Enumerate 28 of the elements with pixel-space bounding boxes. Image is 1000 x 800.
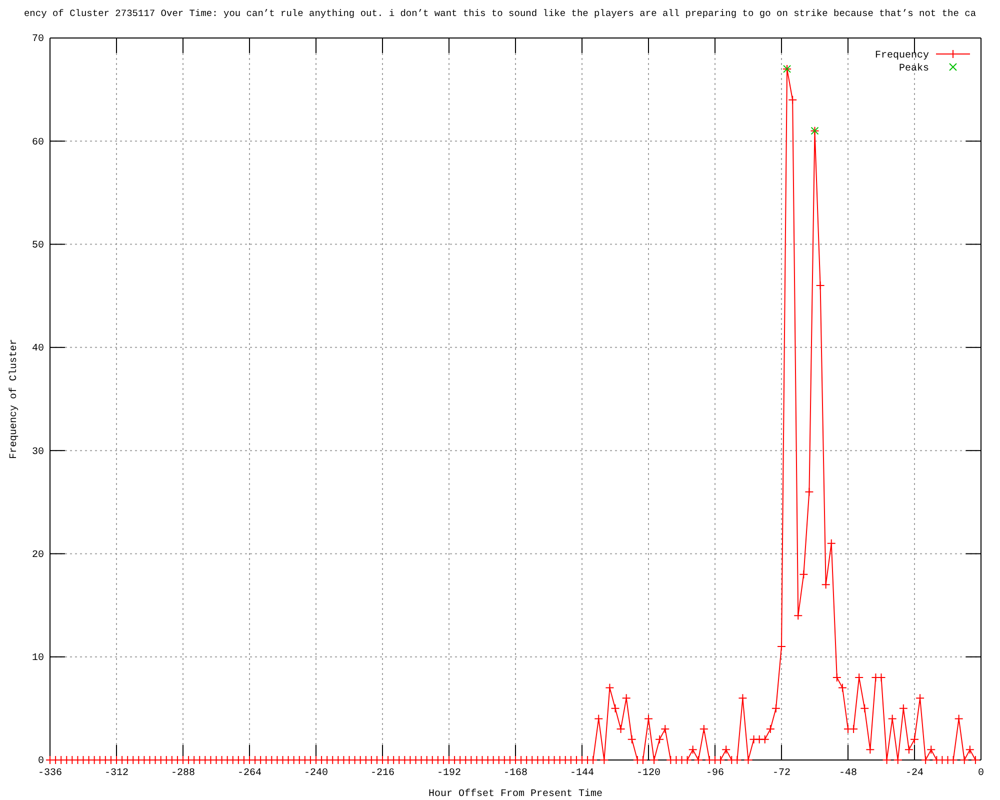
y-tick-label: 20	[32, 550, 44, 561]
chart-title: ency of Cluster 2735117 Over Time: you can’t rule anything out. i don’t want this to sound like the players are all preparing to go on strike because that’s not the ca	[24, 8, 976, 19]
x-tick-label: -192	[436, 768, 462, 780]
x-tick-label: -48	[838, 768, 858, 780]
y-tick-label: 50	[32, 240, 44, 252]
y-tick-label: 60	[32, 137, 44, 148]
y-tick-label: 40	[32, 344, 44, 355]
x-axis-title: Hour Offset From Present Time	[428, 788, 603, 800]
legend-label: Peaks	[898, 62, 929, 74]
x-tick-label: -288	[170, 768, 196, 780]
x-tick-label: -216	[370, 768, 395, 780]
y-tick-label: 30	[32, 446, 44, 458]
x-tick-label: -96	[706, 768, 724, 780]
x-tick-label: -24	[905, 768, 924, 780]
x-tick-label: -144	[570, 768, 594, 780]
y-tick-label: 10	[32, 653, 44, 664]
x-tick-label: -312	[104, 768, 129, 780]
x-tick-label: 0	[978, 768, 984, 780]
x-tick-label: -168	[503, 768, 528, 780]
legend-label: Frequency	[874, 50, 929, 62]
x-tick-label: -240	[304, 768, 328, 780]
y-tick-label: 70	[32, 34, 44, 46]
y-tick-label: 0	[38, 756, 44, 768]
y-axis-title: Frequency of Cluster	[8, 338, 20, 460]
x-tick-label: -336	[38, 768, 62, 780]
x-tick-label: -264	[237, 768, 262, 780]
x-tick-label: -72	[772, 768, 791, 780]
x-tick-label: -120	[636, 768, 661, 780]
